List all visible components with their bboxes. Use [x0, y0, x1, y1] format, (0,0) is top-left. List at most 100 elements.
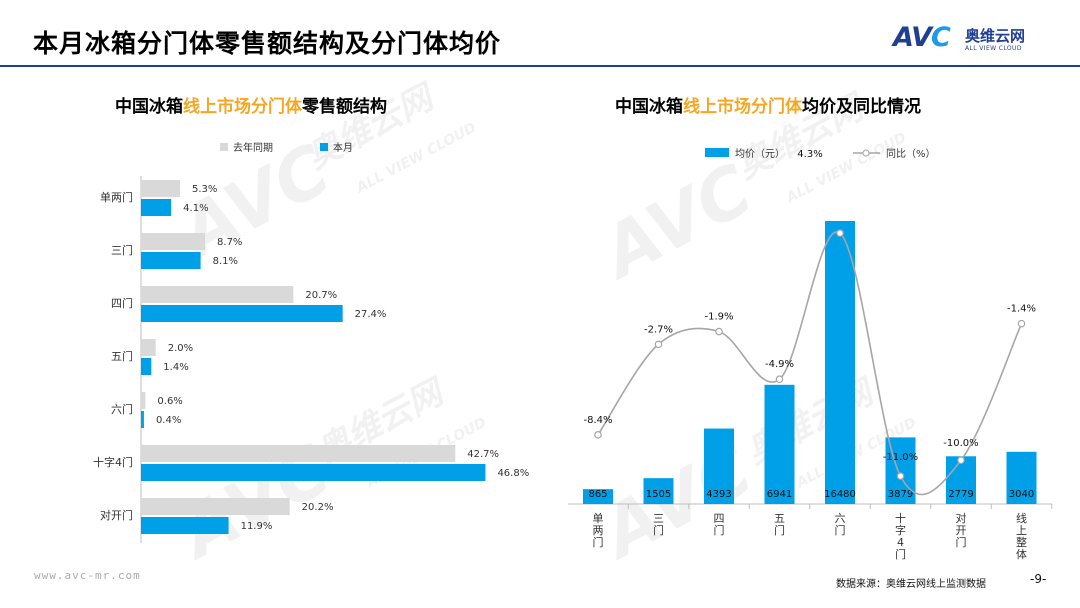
bar-avg-price: [583, 489, 613, 504]
page-title: 本月冰箱分门体零售额结构及分门体均价: [33, 29, 502, 58]
data-label: 6941: [767, 489, 792, 500]
yoy-label: 4.3%: [797, 149, 822, 160]
bar-prior: [141, 339, 156, 356]
category-label-char: 门: [895, 547, 906, 561]
yoy-label: -1.9%: [704, 312, 733, 323]
bar-current: [141, 517, 229, 534]
yoy-point: [775, 375, 784, 384]
bar-avg-price: [704, 428, 734, 504]
category-label-char: 门: [835, 523, 846, 537]
data-label: 16480: [824, 489, 856, 500]
yoy-point: [957, 456, 965, 465]
data-label: 8.7%: [217, 237, 242, 248]
logo-mark: AVC: [893, 22, 951, 53]
brand-logo: AVC 奥维云网 ALL VIEW CLOUD: [893, 22, 1058, 56]
data-label: 865: [588, 489, 607, 500]
category-label: 四门: [111, 296, 133, 310]
data-label: 46.8%: [497, 468, 529, 479]
category-label-char: 门: [593, 535, 604, 549]
category-label-char: 4: [897, 536, 904, 549]
data-label: 0.6%: [157, 396, 182, 407]
bar-prior: [141, 445, 456, 462]
right-chart-title: 中国冰箱线上市场分门体均价及同比情况: [615, 97, 921, 117]
bar-prior: [141, 392, 146, 409]
category-label-char: 十: [895, 511, 906, 525]
data-label: 8.1%: [213, 256, 238, 267]
category-label: 三门: [111, 243, 133, 257]
bar-prior: [141, 286, 294, 303]
category-label: 五门: [111, 349, 133, 363]
yoy-label: -11.0%: [883, 452, 918, 463]
left-chart-title: 中国冰箱线上市场分门体零售额结构: [115, 97, 387, 117]
bar-avg-price: [764, 384, 795, 504]
legend-label-0: 去年同期: [233, 141, 273, 154]
yoy-label: -4.9%: [765, 359, 794, 370]
yoy-point: [896, 472, 905, 480]
category-label: 对开门: [100, 508, 133, 522]
bar-current: [141, 199, 172, 216]
data-label: 0.4%: [156, 415, 181, 426]
bar-current: [141, 411, 144, 428]
bar-current: [141, 464, 486, 481]
data-label: 20.7%: [305, 290, 337, 301]
category-label: 单两门: [100, 190, 133, 204]
logo-chinese-name: 奥维云网: [965, 27, 1026, 45]
data-label: 3040: [1009, 489, 1034, 500]
yoy-label: -8.4%: [583, 415, 612, 426]
data-label: 42.7%: [467, 449, 499, 460]
category-label-char: 门: [774, 523, 785, 537]
category-label-char: 五: [774, 512, 785, 525]
category-label-char: 三: [653, 512, 664, 525]
yoy-label: -10.0%: [943, 438, 978, 449]
category-label-char: 字: [895, 523, 906, 537]
data-label: 2.0%: [168, 343, 193, 354]
category-label-char: 单: [593, 512, 604, 525]
bar-prior: [141, 180, 181, 197]
yoy-point: [654, 340, 663, 349]
legend-label-1: 本月: [333, 141, 353, 154]
category-label-char: 四: [714, 512, 725, 525]
category-label-char: 门: [956, 535, 967, 549]
category-label-char: 门: [714, 523, 725, 537]
legend-label-line: 同比（%）: [886, 148, 936, 160]
data-label: 2779: [948, 489, 973, 500]
category-label: 六门: [111, 402, 133, 416]
yoy-point: [836, 229, 844, 237]
bar-avg-price: [946, 456, 976, 504]
data-label: 4393: [706, 489, 731, 500]
logo-english-name: ALL VIEW CLOUD: [965, 45, 1022, 52]
data-label: 4.1%: [183, 203, 208, 214]
bar-prior: [141, 233, 206, 250]
category-label-char: 对: [956, 511, 967, 525]
yoy-label: -2.7%: [644, 324, 673, 335]
data-label: 20.2%: [302, 502, 334, 513]
legend-swatch-bar: [705, 148, 729, 157]
data-label: 11.9%: [241, 521, 273, 532]
category-label: 十字4门: [93, 455, 133, 469]
category-label-char: 整: [1016, 535, 1027, 549]
legend-swatch-0: [220, 143, 228, 151]
category-label-char: 上: [1016, 524, 1027, 537]
yoy-label: -1.4%: [1007, 304, 1036, 315]
bar-avg-price: [1006, 451, 1037, 504]
data-label: 1505: [646, 489, 671, 500]
bar-avg-price: [643, 478, 674, 504]
category-label-char: 六: [835, 512, 846, 525]
legend-label-bar: 均价（元）: [735, 148, 785, 160]
header-divider: [0, 65, 1080, 67]
data-label: 3879: [888, 489, 913, 500]
footer-url: www.avc-mr.com: [34, 569, 141, 582]
bar-current: [141, 305, 343, 322]
bar-current: [141, 252, 201, 269]
yoy-point: [594, 431, 602, 439]
yoy-point: [715, 327, 723, 336]
bar-avg-price: [825, 221, 855, 504]
category-label-char: 门: [653, 523, 664, 537]
data-label: 1.4%: [163, 362, 188, 373]
data-label: 27.4%: [355, 309, 387, 320]
legend-swatch-1: [320, 143, 328, 151]
category-label-char: 两: [593, 524, 604, 537]
category-label-char: 体: [1016, 547, 1027, 561]
yoy-line: [597, 231, 1023, 496]
